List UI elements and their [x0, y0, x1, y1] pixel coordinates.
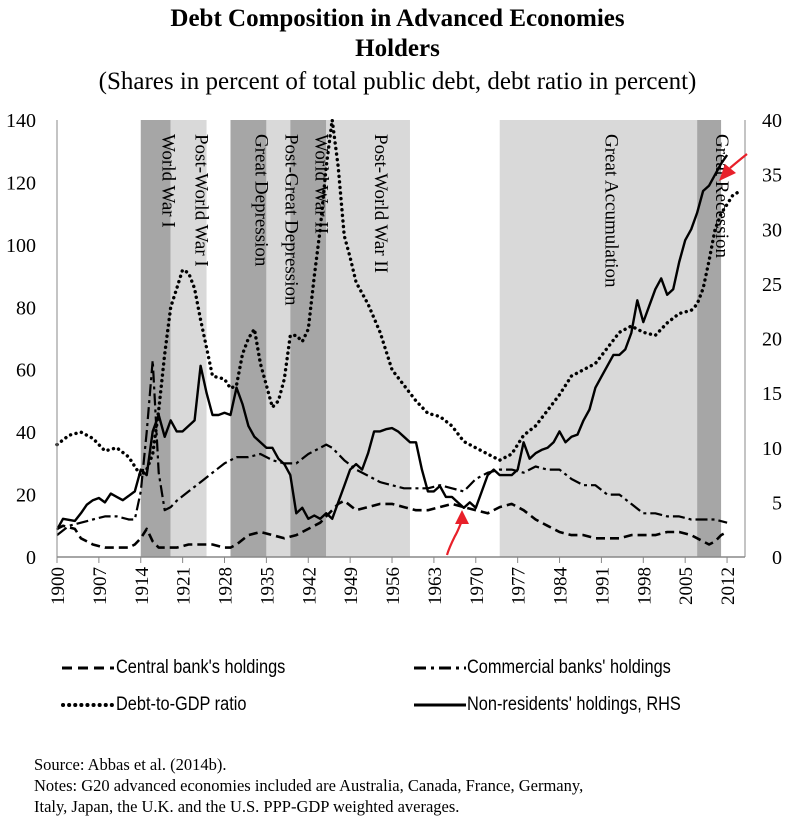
annotation-arrow-up-shaft	[445, 520, 463, 556]
y-left-tick-label: 100	[6, 235, 36, 257]
x-tick-label: 1970	[467, 567, 488, 605]
shade-world-war-ii	[290, 120, 327, 557]
period-label-post-world-war-i: Post-World War I	[191, 134, 212, 267]
annotation-arrow-up-head	[455, 510, 469, 524]
legend-swatch-central-bank	[62, 666, 114, 670]
y-left-tick-label: 0	[26, 547, 36, 569]
period-label-great-accumulation: Great Accumulation	[600, 134, 621, 288]
chart-subtitle: (Shares in percent of total public debt,…	[98, 68, 697, 95]
period-label-great-depression: Great Depression	[250, 134, 271, 267]
x-tick-label: 2012	[718, 567, 739, 605]
series-line-central-bank-s-holdings	[56, 499, 728, 549]
y-left-tick-label: 20	[16, 485, 36, 507]
y-right-tick-label: 5	[772, 492, 782, 514]
x-tick-label: 1991	[592, 567, 613, 605]
annotation-arrow-down-shaft	[729, 153, 748, 169]
y-right-tick-label: 30	[762, 219, 782, 241]
notes-line1: Notes: G20 advanced economies included a…	[34, 776, 584, 795]
series-line-non-residents-holdings-rhs	[55, 154, 729, 531]
x-tick-label: 1907	[90, 567, 111, 605]
legend-commercial-banks: Commercial banks' holdings	[467, 657, 671, 678]
period-label-post-great-depression: Post-Great Depression	[280, 134, 301, 306]
shade-great-depression	[230, 120, 267, 557]
x-tick-label: 1942	[299, 567, 320, 605]
y-right-tick-label: 35	[762, 165, 782, 187]
x-tick-label: 1900	[48, 567, 69, 605]
x-tick-label: 1984	[551, 567, 572, 606]
x-tick-label: 1949	[341, 567, 362, 605]
y-right-tick-label: 15	[762, 383, 782, 405]
y-right-tick-label: 40	[762, 110, 782, 132]
x-tick-label: 1928	[216, 567, 237, 605]
axes: 0 20 40 60 80 100 120 140 0 5 10 15 20 25 30 35 40 1900 19…	[6, 110, 782, 605]
x-tick-label: 1977	[509, 567, 530, 605]
y-left-tick-label: 140	[6, 110, 36, 132]
legend-swatch-commercial-banks	[414, 666, 466, 670]
x-tick-label: 1956	[383, 567, 404, 605]
legend-debt-gdp: Debt-to-GDP ratio	[116, 694, 247, 715]
chart-area: World War I Post-World War I Great Depress…	[6, 110, 782, 605]
y-right-tick-label: 10	[762, 438, 782, 460]
y-right-tick-label: 20	[762, 329, 782, 351]
x-tick-label: 1998	[634, 567, 655, 605]
series-line-debt-to-gdp-ratio	[55, 118, 741, 478]
shade-world-war-i	[140, 120, 171, 557]
y-left-tick-label: 120	[6, 172, 36, 194]
data-series	[55, 118, 741, 549]
legend-swatch-non-residents	[414, 703, 466, 707]
period-label-post-world-war-ii: Post-World War II	[370, 134, 391, 273]
y-left-tick-label: 80	[16, 297, 36, 319]
shade-post-world-war-ii	[326, 120, 410, 557]
y-left-tick-label: 40	[16, 422, 36, 444]
x-tick-label: 1921	[174, 567, 195, 605]
x-tick-label: 1914	[132, 567, 153, 606]
annotation-arrow-down-head	[719, 164, 736, 181]
x-tick-label: 2005	[676, 567, 697, 605]
legend-central-bank: Central bank's holdings	[116, 657, 286, 678]
period-label-world-war-i: World War I	[158, 134, 179, 228]
chart-title-line1: Debt Composition in Advanced Economies	[170, 5, 625, 32]
shade-great-accumulation	[499, 120, 698, 557]
series-line-commercial-banks-holdings	[56, 359, 728, 536]
y-left-tick-label: 60	[16, 360, 36, 382]
legend-non-residents: Non-residents' holdings, RHS	[467, 694, 681, 715]
x-tick-label: 1963	[425, 567, 446, 605]
y-right-tick-label: 25	[762, 274, 782, 296]
period-label-great-recession: Great Recession	[711, 134, 732, 258]
shade-post-world-war-i	[170, 120, 207, 557]
y-right-tick-label: 0	[772, 547, 782, 569]
x-tick-label: 1935	[257, 567, 278, 605]
legend-swatch-debt-gdp	[61, 703, 116, 707]
annotation-arrows	[445, 153, 748, 556]
notes-line2: Italy, Japan, the U.K. and the U.S. PPP-…	[34, 797, 460, 816]
chart-title-line2: Holders	[355, 35, 440, 62]
source-note: Source: Abbas et al. (2014b).	[34, 755, 227, 774]
